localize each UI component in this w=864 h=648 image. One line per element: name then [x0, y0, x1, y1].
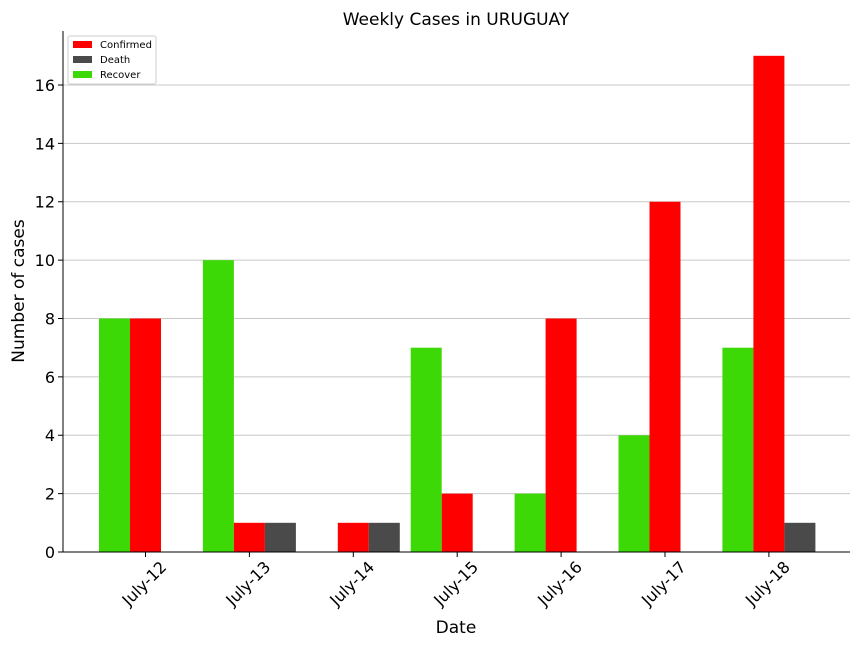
legend-swatch-confirmed	[73, 41, 92, 48]
y-tick-label: 12	[35, 193, 55, 212]
bar-confirmed-july-12	[130, 318, 161, 552]
x-tick-label: July-14	[325, 557, 378, 610]
x-tick-label: July-18	[741, 557, 794, 610]
bar-confirmed-july-14	[337, 522, 369, 552]
bar-death-july-14	[368, 522, 400, 552]
y-axis-title: Number of cases	[9, 219, 29, 363]
legend-label-confirmed: Confirmed	[100, 40, 152, 51]
y-tick-label: 2	[45, 485, 55, 504]
y-tick-label: 8	[45, 309, 55, 328]
bar-recover-july-18	[722, 347, 754, 552]
legend: Confirmed Death Recover	[67, 35, 157, 85]
bar-death-july-18	[784, 522, 816, 552]
bar-recover-july-16	[514, 493, 546, 552]
x-tick-label: July-17	[637, 557, 690, 610]
legend-label-death: Death	[100, 55, 130, 66]
y-axis-ticks: 0 2 4 6 8 10 12 14 16	[35, 76, 63, 562]
bar-confirmed-july-18	[753, 55, 785, 553]
y-tick-label: 10	[35, 251, 55, 270]
bar-recover-july-13	[202, 260, 234, 552]
bar-recover-july-17	[618, 435, 650, 552]
bar-confirmed-july-13	[233, 522, 265, 552]
y-tick-label: 4	[45, 426, 55, 445]
y-tick-label: 6	[45, 368, 55, 387]
bar-death-july-13	[264, 522, 296, 552]
bars	[99, 55, 816, 553]
bar-recover-july-12	[99, 318, 130, 552]
y-tick-label: 16	[35, 76, 55, 95]
gridlines	[63, 84, 850, 495]
bar-confirmed-july-16	[545, 318, 577, 552]
legend-label-recover: Recover	[100, 70, 141, 81]
legend-swatch-recover	[73, 71, 92, 78]
bar-confirmed-july-17	[649, 201, 681, 552]
bar-confirmed-july-15	[441, 493, 473, 552]
x-tick-label: July-16	[533, 557, 586, 610]
x-axis-title: Date	[436, 618, 477, 638]
bar-recover-july-15	[410, 347, 442, 552]
x-tick-label: July-12	[118, 557, 171, 610]
legend-swatch-death	[73, 56, 92, 63]
x-tick-label: July-15	[429, 557, 482, 610]
chart-title: Weekly Cases in URUGUAY	[343, 10, 570, 30]
x-tick-label: July-13	[221, 557, 274, 610]
y-tick-label: 0	[45, 543, 55, 562]
y-tick-label: 14	[35, 134, 55, 153]
x-axis-ticks: July-12 July-13 July-14 July-15 July-16 July-…	[118, 552, 794, 610]
